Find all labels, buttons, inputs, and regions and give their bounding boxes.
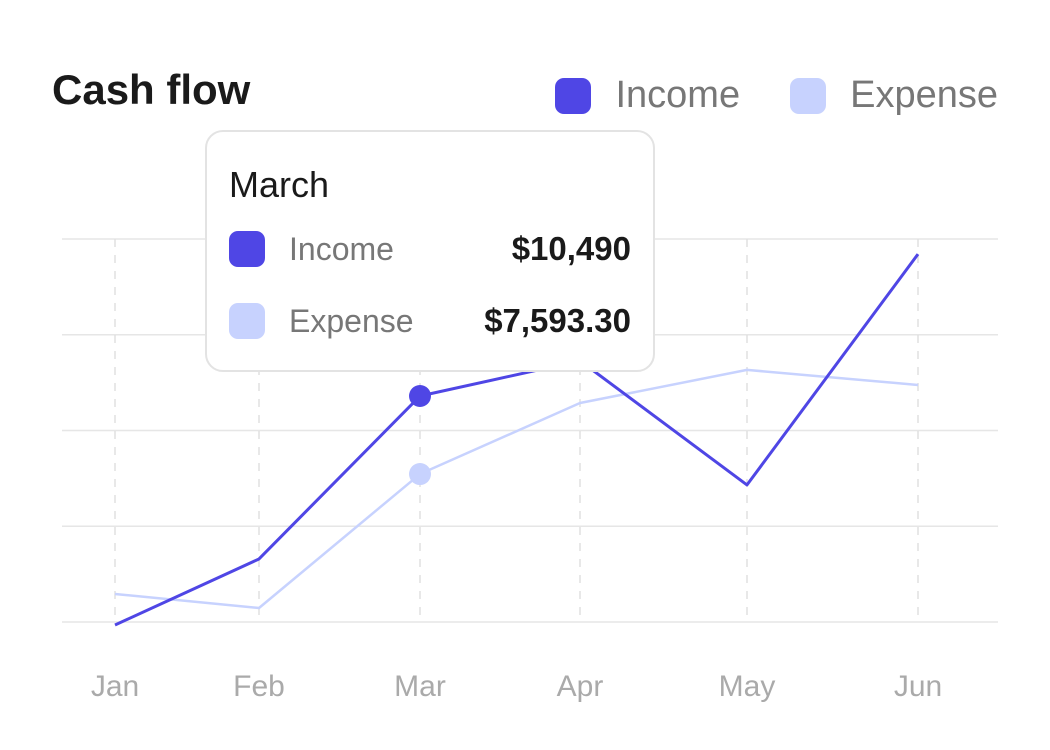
tooltip-row-income: Income $10,490 <box>229 230 631 268</box>
income-swatch <box>555 77 592 114</box>
highlight-point-expense <box>409 463 431 486</box>
tooltip-label: Income <box>289 230 394 267</box>
series-line-income <box>114 253 920 627</box>
x-tick-label: Mar <box>394 670 446 703</box>
legend-item-expense[interactable]: Expense <box>790 74 998 117</box>
expense-swatch <box>790 77 827 114</box>
expense-swatch <box>229 303 265 339</box>
chart-title: Cash flow <box>52 66 251 113</box>
x-tick-label: Jun <box>894 670 942 703</box>
x-tick-label: Jan <box>91 670 139 703</box>
tooltip-value: $10,490 <box>511 230 631 267</box>
legend: Income Expense <box>555 74 998 117</box>
x-tick-label: Feb <box>233 670 285 703</box>
legend-label: Income <box>615 74 741 116</box>
tooltip: March Income $10,490 Expense $7,593.30 <box>205 130 655 372</box>
series-line-expense <box>114 368 919 610</box>
tooltip-value: $7,593.30 <box>484 302 631 339</box>
tooltip-row-expense: Expense $7,593.30 <box>229 302 631 340</box>
highlight-point-income <box>409 385 431 408</box>
tooltip-month: March <box>229 164 330 205</box>
tooltip-label: Expense <box>289 302 414 339</box>
legend-label: Expense <box>850 74 998 116</box>
legend-item-income[interactable]: Income <box>555 74 740 117</box>
x-tick-label: May <box>719 670 776 703</box>
income-swatch <box>229 231 265 267</box>
x-tick-label: Apr <box>557 670 604 703</box>
